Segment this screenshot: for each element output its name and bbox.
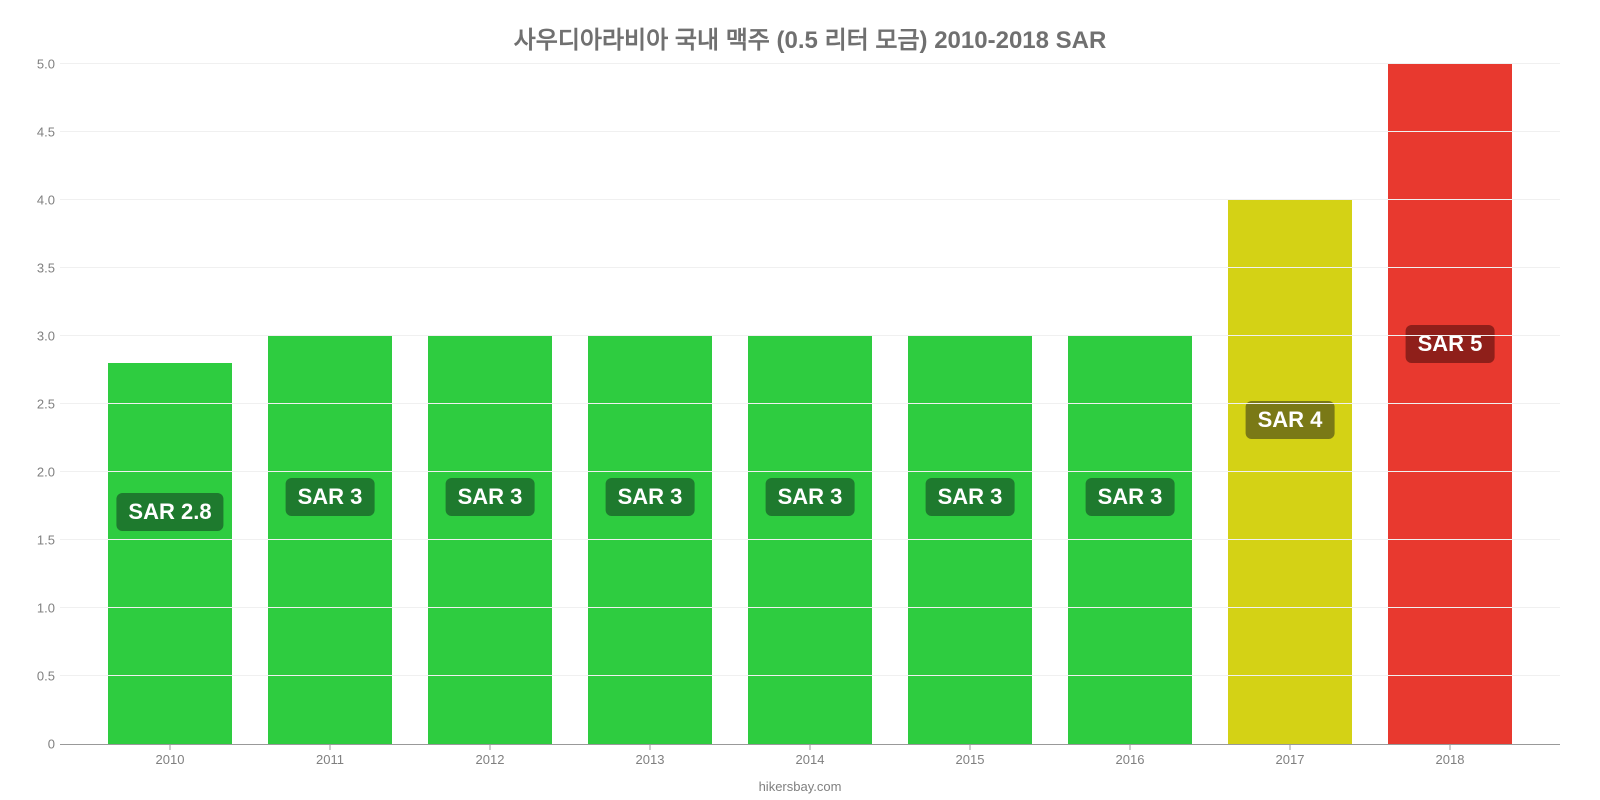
bar-value-label: SAR 3 — [286, 478, 375, 516]
bar: SAR 3 — [748, 336, 873, 744]
bar-value-label: SAR 5 — [1406, 325, 1495, 363]
y-tick-label: 1.5 — [15, 533, 55, 548]
gridline — [60, 403, 1560, 404]
bar: SAR 2.8 — [108, 363, 233, 744]
bar-value-label: SAR 3 — [926, 478, 1015, 516]
y-tick-label: 1.0 — [15, 601, 55, 616]
x-tick-mark — [330, 744, 331, 750]
y-tick-label: 2.0 — [15, 465, 55, 480]
gridline — [60, 199, 1560, 200]
bar: SAR 3 — [908, 336, 1033, 744]
bar: SAR 3 — [428, 336, 553, 744]
bar-value-label: SAR 3 — [766, 478, 855, 516]
bar-value-label: SAR 3 — [606, 478, 695, 516]
gridline — [60, 335, 1560, 336]
x-tick-label: 2018 — [1436, 752, 1465, 767]
y-axis: 00.51.01.52.02.53.03.54.04.55.0 — [15, 65, 55, 744]
bar-value-label: SAR 3 — [1086, 478, 1175, 516]
x-tick-mark — [1290, 744, 1291, 750]
x-tick-label: 2012 — [476, 752, 505, 767]
plot-area: 00.51.01.52.02.53.03.54.04.55.0 SAR 2.8S… — [60, 65, 1560, 745]
bar: SAR 3 — [588, 336, 713, 744]
bar-value-label: SAR 2.8 — [116, 493, 223, 531]
x-tick-label: 2014 — [796, 752, 825, 767]
gridline — [60, 471, 1560, 472]
y-tick-label: 0.5 — [15, 669, 55, 684]
x-tick-mark — [1450, 744, 1451, 750]
bar-value-label: SAR 3 — [446, 478, 535, 516]
y-tick-label: 3.5 — [15, 261, 55, 276]
y-tick-label: 4.5 — [15, 125, 55, 140]
x-tick-mark — [490, 744, 491, 750]
gridline — [60, 131, 1560, 132]
x-tick-label: 2011 — [316, 752, 344, 767]
x-tick-mark — [970, 744, 971, 750]
gridline — [60, 607, 1560, 608]
x-tick-mark — [810, 744, 811, 750]
y-tick-label: 3.0 — [15, 329, 55, 344]
bar: SAR 5 — [1388, 64, 1513, 744]
x-tick-mark — [650, 744, 651, 750]
bar: SAR 3 — [268, 336, 393, 744]
x-tick-label: 2015 — [956, 752, 985, 767]
chart-container: 사우디아라비아 국내 맥주 (0.5 리터 모금) 2010-2018 SAR … — [0, 0, 1600, 800]
x-tick-label: 2016 — [1116, 752, 1145, 767]
gridline — [60, 675, 1560, 676]
gridline — [60, 539, 1560, 540]
y-tick-label: 2.5 — [15, 397, 55, 412]
x-tick-mark — [170, 744, 171, 750]
x-tick-mark — [1130, 744, 1131, 750]
y-tick-label: 4.0 — [15, 193, 55, 208]
chart-title: 사우디아라비아 국내 맥주 (0.5 리터 모금) 2010-2018 SAR — [60, 20, 1560, 55]
y-tick-label: 5.0 — [15, 57, 55, 72]
bars-group: SAR 2.8 SAR 3 SAR 3 SAR 3 SAR 3 SAR 3 SAR 3 SAR… — [60, 65, 1560, 744]
bar: SAR 4 — [1228, 200, 1353, 744]
gridline — [60, 267, 1560, 268]
x-tick-label: 2013 — [636, 752, 665, 767]
gridline — [60, 63, 1560, 64]
bar: SAR 3 — [1068, 336, 1193, 744]
x-axis: 2010 2011 2012 2013 2014 2015 2016 2017 2018 — [60, 752, 1560, 772]
bar-value-label: SAR 4 — [1246, 401, 1335, 439]
footer-attribution: hikersbay.com — [759, 779, 842, 794]
x-tick-label: 2017 — [1276, 752, 1305, 767]
y-tick-label: 0 — [15, 737, 55, 752]
x-tick-label: 2010 — [156, 752, 185, 767]
